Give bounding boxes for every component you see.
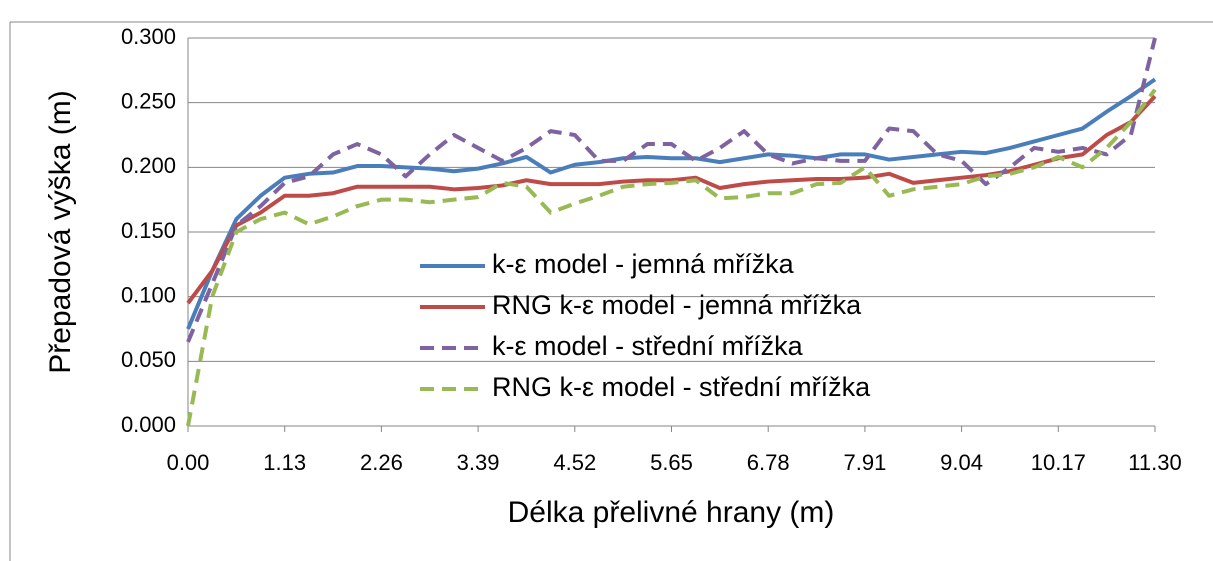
- x-tick-label: 7.91: [843, 450, 886, 475]
- x-tick-label: 5.65: [650, 450, 693, 475]
- y-tick-label: 0.150: [121, 218, 176, 243]
- y-tick-label: 0.250: [121, 88, 176, 113]
- y-tick-label: 0.000: [121, 412, 176, 437]
- x-tick-label: 6.78: [747, 450, 790, 475]
- x-tick-label: 4.52: [553, 450, 596, 475]
- x-tick-label: 10.17: [1031, 450, 1086, 475]
- x-tick-label: 3.39: [457, 450, 500, 475]
- x-tick-label: 1.13: [263, 450, 306, 475]
- y-tick-label: 0.050: [121, 347, 176, 372]
- legend-label: k-ε model - střední mřížka: [492, 331, 804, 361]
- series-line: [186, 37, 1157, 343]
- x-axis-label: Délka přelivné hrany (m): [508, 496, 835, 529]
- y-tick-label: 0.300: [121, 24, 176, 49]
- x-tick-label: 11.30: [1128, 450, 1181, 475]
- y-axis-label: Přepadová výška (m): [44, 90, 77, 373]
- x-tick-label: 9.04: [940, 450, 983, 475]
- series-line: [186, 88, 1157, 427]
- legend-label: RNG k-ε model - jemná mřížka: [492, 290, 862, 320]
- y-tick-label: 0.100: [121, 282, 176, 307]
- x-tick-label: 0.00: [167, 450, 210, 475]
- legend-label: RNG k-ε model - střední mřížka: [492, 372, 871, 402]
- series-line: [186, 77, 1157, 330]
- y-tick-label: 0.200: [121, 153, 176, 178]
- legend-label: k-ε model - jemná mřížka: [492, 249, 795, 279]
- x-tick-label: 2.26: [360, 450, 403, 475]
